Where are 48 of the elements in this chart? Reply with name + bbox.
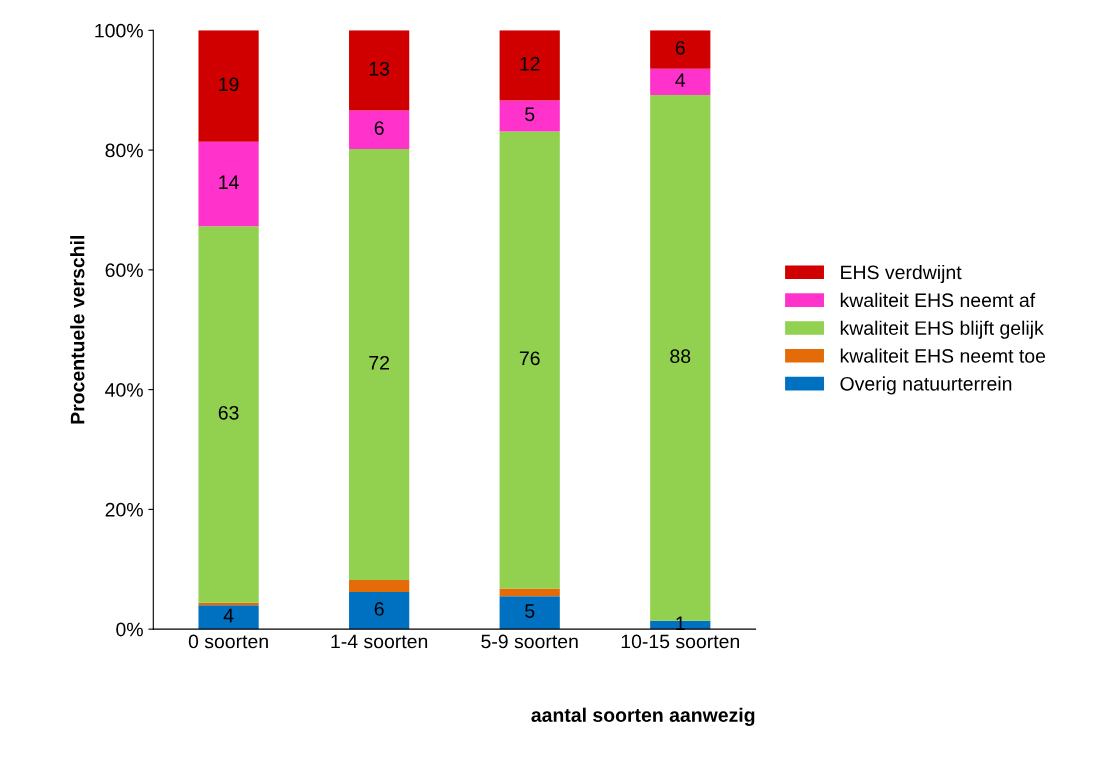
bar [499,131,560,589]
data-label: 4 [223,608,234,623]
bar [349,580,410,593]
x-tick-label: 10-15 soorten [621,634,740,649]
legend-label: kwaliteit EHS neemt toe [840,348,1046,363]
bar [198,226,259,603]
data-label: 19 [219,77,239,92]
y-tick-label: 80% [105,143,143,158]
data-label: 4 [675,73,686,87]
data-label: 14 [219,175,239,189]
bar [499,588,560,597]
data-label: 88 [670,349,691,364]
bar [349,592,410,630]
data-label: 6 [374,121,384,135]
y-tick-label: 40% [105,383,143,397]
legend-label: kwaliteit EHS blijft gelijk [840,320,1044,339]
data-label: 76 [519,351,540,366]
y-tick-label: 0% [116,622,143,637]
x-tick-label: 5-9 soorten [481,634,578,649]
bar [499,100,560,132]
bar [349,110,410,149]
bar [650,30,711,69]
x-tick-label: 0 soorten [188,634,268,649]
y-tick-label: 100% [95,23,143,38]
y-tick-label: 60% [105,263,143,278]
bar [499,30,560,101]
x-tick-label: 1-4 soorten [331,634,428,649]
data-label: 12 [520,56,540,71]
bar [499,596,560,630]
data-label: 13 [369,61,390,76]
bar [198,30,259,142]
data-label: 6 [675,40,685,55]
legend-label: EHS verdwijnt [841,264,962,284]
bar [198,141,259,227]
data-label: 5 [525,604,535,618]
bar [650,68,711,95]
data-label: 6 [374,602,384,616]
y-tick-label: 20% [105,502,143,517]
y-axis-title: Procentuele verschil [70,236,85,424]
bar [198,605,259,630]
data-label: 5 [525,107,535,122]
legend-label: kwaliteit EHS neemt af [840,292,1036,308]
data-label: 72 [369,355,389,370]
legend-label: Overig natuurterrein [840,376,1012,395]
x-axis-title: aantal soorten aanwezig [531,707,755,726]
data-label: 63 [218,405,239,420]
bar [349,30,410,111]
bar [349,148,410,581]
